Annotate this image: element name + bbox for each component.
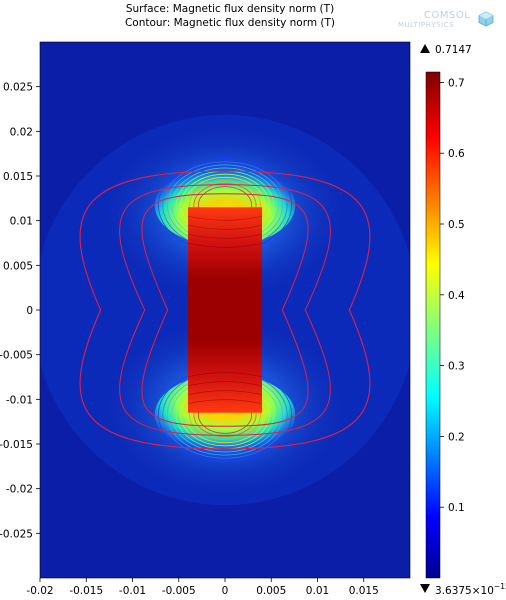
outer-contour-2 [119, 184, 331, 436]
y-tick-label: -0.025 [0, 528, 33, 540]
colorbar: 0.1 0.2 0.3 0.4 0.5 0.6 0.7 0.7147 3.6375×10−1… [420, 44, 506, 597]
colorbar-tick-label: 0.2 [448, 431, 465, 443]
y-tick-label: 0.005 [3, 260, 33, 272]
magnet-contour [187, 399, 263, 405]
y-axis: 0.025 0.02 0.015 0.01 0.005 0 -0.005 -0.01 -0.01… [0, 82, 40, 540]
magnet-contour [187, 372, 263, 378]
colorbar-tick-label: 0.3 [448, 361, 465, 373]
colorbar-tick-label: 0.6 [448, 148, 465, 160]
logo-line-2: MULTIPHYSICS [398, 21, 455, 29]
logo-line-1: COMSOL [424, 10, 471, 21]
x-tick-label: -0.005 [162, 585, 196, 597]
min-marker-icon [420, 584, 430, 593]
max-marker-icon [420, 44, 430, 53]
magnet-body [188, 207, 262, 413]
y-tick-label: -0.01 [6, 394, 33, 406]
outer-contour-1 [79, 170, 371, 450]
magnet-contour [187, 390, 263, 396]
colorbar-gradient [425, 71, 441, 579]
plot-area [39, 41, 411, 579]
x-tick-label: 0.005 [256, 585, 286, 597]
magnet-contour [187, 215, 263, 221]
magnet-contour [187, 242, 263, 248]
x-axis: -0.02 -0.015 -0.01 -0.005 0 0.005 0.01 0.015 [26, 578, 379, 597]
y-tick-label: -0.005 [0, 350, 33, 362]
y-tick-label: 0.025 [3, 82, 33, 94]
magnet-contour [187, 381, 263, 387]
y-tick-label: 0 [26, 305, 33, 317]
colorbar-max-label: 0.7147 [435, 44, 472, 56]
surface-title: Surface: Magnetic flux density norm (T) [125, 3, 335, 15]
y-tick-label: -0.02 [6, 484, 33, 496]
y-tick-label: -0.015 [0, 439, 33, 451]
colorbar-tick-label: 0.5 [448, 219, 465, 231]
y-tick-label: 0.015 [3, 171, 33, 183]
magnet-contour [187, 224, 263, 230]
magnet-contour [187, 233, 263, 239]
colorbar-tick-label: 0.4 [448, 290, 465, 302]
colorbar-tick-label: 0.7 [448, 77, 465, 89]
comsol-logo: COMSOL MULTIPHYSICS [398, 8, 498, 32]
x-tick-label: -0.02 [26, 585, 53, 597]
colorbar-min-label: 3.6375×10−15 [435, 582, 506, 597]
y-tick-label: 0.01 [10, 216, 33, 228]
x-tick-label: 0.015 [349, 585, 379, 597]
outer-contour-3 [141, 193, 309, 427]
colorbar-tick-label: 0.1 [448, 502, 465, 514]
x-tick-label: -0.015 [69, 585, 103, 597]
x-tick-label: 0 [222, 585, 229, 597]
contour-title: Contour: Magnetic flux density norm (T) [124, 17, 336, 29]
colorbar-min-exponent: −15 [494, 582, 506, 591]
y-tick-label: 0.02 [10, 126, 33, 138]
colorbar-min-mantissa: 3.6375×10 [435, 585, 494, 597]
x-tick-label: 0.01 [306, 585, 329, 597]
x-tick-label: -0.01 [119, 585, 146, 597]
comsol-cube-icon [478, 11, 494, 27]
